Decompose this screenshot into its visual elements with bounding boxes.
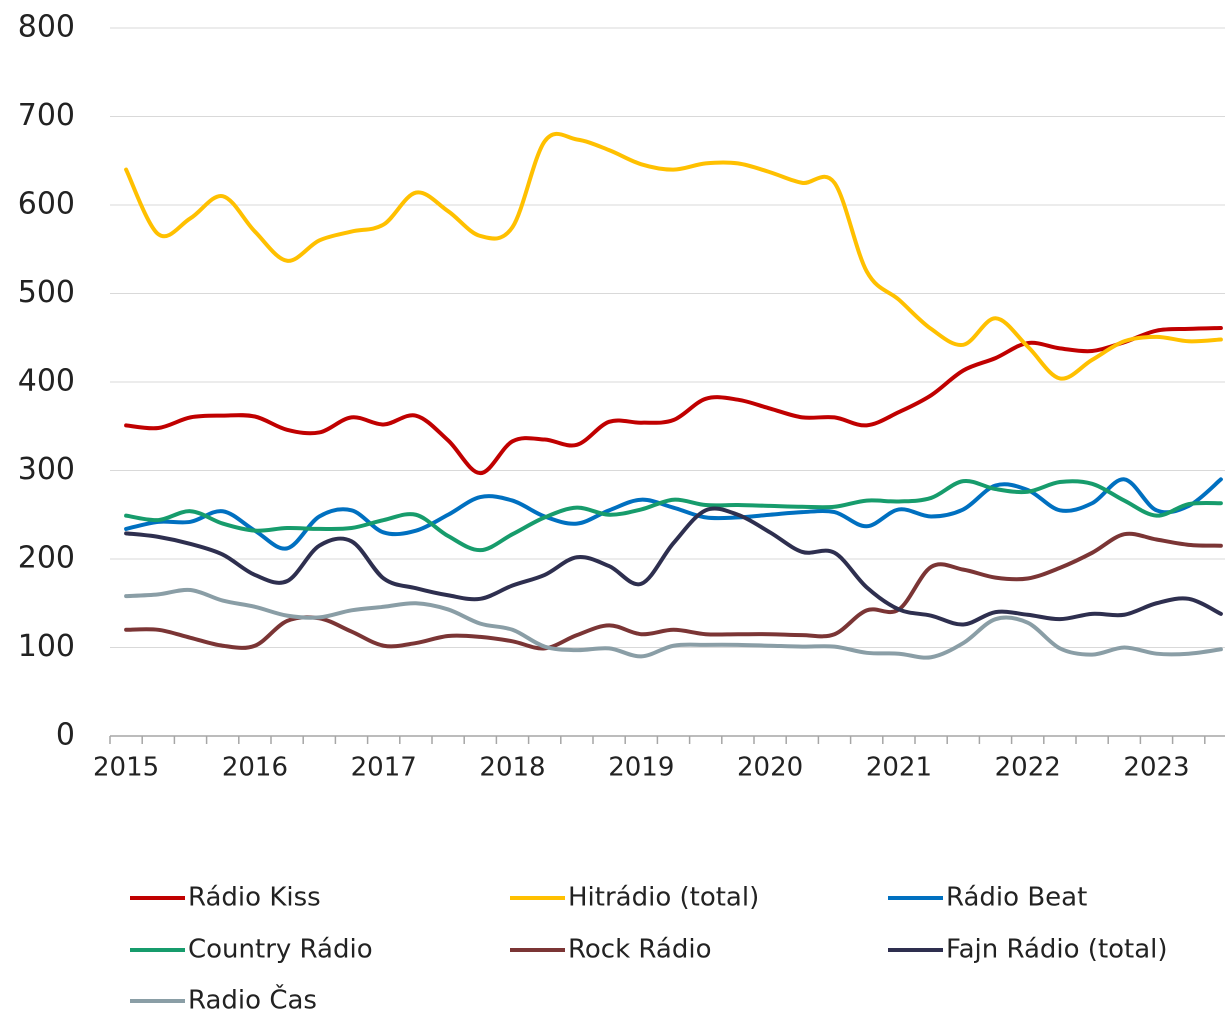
series-line [124, 587, 1223, 660]
series-line [124, 131, 1223, 381]
legend-label: Rock Rádio [568, 935, 711, 965]
series-line [124, 531, 1223, 651]
y-tick-label: 300 [18, 452, 75, 487]
series-line [124, 478, 1223, 553]
x-tick-label: 2019 [608, 753, 674, 783]
y-tick-label: 700 [18, 98, 75, 133]
x-tick-label: 2023 [1123, 753, 1189, 783]
legend-label: Country Rádio [188, 935, 373, 965]
y-tick-label: 800 [18, 10, 75, 45]
x-tick-label: 2017 [351, 753, 417, 783]
y-tick-label: 400 [18, 364, 75, 399]
x-tick-label: 2021 [866, 753, 932, 783]
legend-label: Hitrádio (total) [568, 883, 759, 913]
x-tick-label: 2016 [222, 753, 288, 783]
legend-label: Radio Čas [188, 984, 317, 1016]
y-tick-label: 200 [18, 541, 75, 576]
x-tick-label: 2022 [995, 753, 1061, 783]
legend-label: Rádio Kiss [188, 883, 321, 913]
series-line [124, 506, 1223, 627]
x-tick-label: 2015 [93, 753, 159, 783]
y-tick-label: 600 [18, 187, 75, 222]
x-tick-label: 2018 [479, 753, 545, 783]
y-tick-label: 100 [18, 629, 75, 664]
series-line [124, 326, 1223, 476]
y-tick-label: 500 [18, 275, 75, 310]
legend-label: Rádio Beat [946, 883, 1087, 913]
y-tick-label: 0 [56, 718, 75, 753]
series-line [124, 477, 1223, 551]
legend-label: Fajn Rádio (total) [946, 935, 1168, 965]
x-tick-label: 2020 [737, 753, 803, 783]
